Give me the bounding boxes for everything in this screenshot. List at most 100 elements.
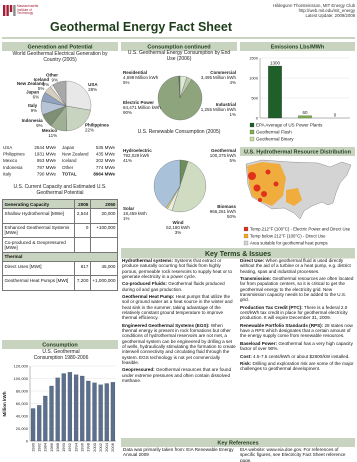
data-label: 0 xyxy=(334,113,337,118)
key-term-text: Geothermal fluids produced during oil an… xyxy=(122,281,225,292)
pie-label-value: 9% xyxy=(36,123,43,128)
table-row: Direct Uses [MWt] 617 45,000 xyxy=(1,261,119,277)
direct-use-region xyxy=(247,162,286,206)
key-term: Baseload Power: Geothermal has a very hi… xyxy=(240,341,355,352)
key-term-text: When geothermal fluid is used directly w… xyxy=(240,258,351,274)
chart-title: U.S. Renewable Consumption (2005) xyxy=(137,129,221,135)
capacity-country: New Zealand xyxy=(62,152,89,157)
page-title: Geothermal Energy Fact Sheet xyxy=(50,20,233,34)
pie-label-value: 792,029 xyxy=(123,153,140,158)
pie-label-value: 22% xyxy=(85,127,94,132)
key-term-name: Transmission: xyxy=(240,276,272,282)
pie-label: Philippines 22% xyxy=(85,122,110,132)
key-term: Cost: 4.5-7.5 cents/kWh or about $2800/k… xyxy=(240,354,355,359)
legend-swatch xyxy=(249,129,255,135)
key-term: Transmission: Geothermal resources are o… xyxy=(240,276,355,302)
table-cell: Enhanced Geothermal Systems [MWe] xyxy=(1,222,76,239)
pie-label: Hydroelectric 792,029kWh 41% xyxy=(123,148,152,163)
key-term-text: Geothermal has a very high capacity fact… xyxy=(240,340,353,352)
pie-label-name: Industrial xyxy=(216,102,236,107)
bar xyxy=(73,374,79,442)
section-header-bar xyxy=(2,340,118,349)
logo-bar xyxy=(6,5,9,16)
bar xyxy=(298,115,312,119)
y-tick-label: 120,000 xyxy=(14,363,29,368)
bar xyxy=(92,382,97,442)
capacity-country: Other xyxy=(62,165,74,170)
section-header: U.S. Hydrothermal Resource Distribution xyxy=(244,149,352,155)
section-header-bar xyxy=(240,147,355,156)
table-row: Co-produced & Geopressured [MWe] xyxy=(1,237,119,253)
bar xyxy=(49,385,54,442)
key-term-name: Risk: xyxy=(240,361,252,367)
y-tick-label: 20,000 xyxy=(16,426,29,431)
capacity-country: Japan xyxy=(62,145,75,150)
table-header: 2050 xyxy=(89,198,119,210)
pie-label: Japan 6% xyxy=(26,90,39,100)
pie-label-name: Geothermal xyxy=(211,148,236,153)
legend-label: Area suitable for geothermal heat pumps xyxy=(250,240,328,245)
legend-swatch xyxy=(243,240,249,246)
pie-label: Electric Power 84,471Million kWh 90% xyxy=(123,100,161,115)
pie-label-value: kWh xyxy=(181,225,190,230)
table-cell: Direct Uses [MWt] xyxy=(1,261,76,277)
capacity-country: Indonesia xyxy=(3,165,23,170)
capacity-value: 774 MWe xyxy=(96,165,116,170)
pie-label-value: 3% xyxy=(175,230,182,235)
data-label: 1300 xyxy=(270,61,281,66)
pie-slice xyxy=(52,80,67,107)
x-tick-label: 1996 xyxy=(80,442,85,452)
capacity-country: TOTAL xyxy=(62,171,77,176)
section-header: Emissions Lbs/MWh xyxy=(271,44,325,50)
bar xyxy=(86,380,91,442)
key-term-name: Engineered Geothermal Systems (EGS): xyxy=(122,322,210,328)
bar xyxy=(37,405,42,442)
electric-region xyxy=(253,184,261,192)
x-tick-label: 2002 xyxy=(98,442,103,452)
pie-label-value: kWh xyxy=(227,153,236,158)
y-tick-label: 0 xyxy=(26,438,29,443)
table-cell: Co-produced & Geopressured [MWe] xyxy=(1,237,76,253)
key-term: Geopressured: Geothermal resources that … xyxy=(122,367,237,383)
key-term-name: Geopressured: xyxy=(122,367,155,373)
electric-region xyxy=(248,172,256,180)
pie-slice xyxy=(65,105,91,132)
capacity-value: 953 MWe xyxy=(37,158,57,163)
pie-label-name: Italy xyxy=(28,103,38,108)
key-term-text: 4.5-7.5 cents/kWh or about $2800/kW inst… xyxy=(253,353,350,359)
pie-label-name: New Zealand xyxy=(17,81,45,86)
table-cell: +1,000,000 xyxy=(89,275,119,291)
pie-label-value: 6% xyxy=(33,95,40,100)
key-term-name: Geothermal Heat Pump: xyxy=(122,294,175,300)
bar xyxy=(268,65,282,119)
pie-label-name: Iceland xyxy=(34,77,50,82)
key-term-name: Direct Use: xyxy=(240,258,265,263)
pie-label-value: 50% xyxy=(227,214,236,219)
pie-label: Industrial 1,255Million kWh 1% xyxy=(201,102,237,117)
y-tick-label: 40,000 xyxy=(16,413,29,418)
pie-label: Italy 9% xyxy=(28,103,38,113)
y-tick-label: 500 xyxy=(251,95,258,100)
pie-label-name: Commercial xyxy=(210,70,236,75)
bar xyxy=(80,375,85,442)
capacity-value: 1931 MWe xyxy=(34,152,56,157)
pie-label: Solar 18,459kWh 1% xyxy=(123,206,147,221)
legend-swatch xyxy=(243,226,249,232)
pie-label-value: 9% xyxy=(51,78,58,83)
table-cell: 20,000 xyxy=(89,208,119,224)
section-header: Key Terms & Issues xyxy=(205,251,271,258)
chart-title: World Geothermal Electrical Generation b… xyxy=(12,51,108,63)
table-cell: +100,000 xyxy=(89,222,119,239)
data-label: 60 xyxy=(302,110,308,115)
capacity-value: 797 MWe xyxy=(37,165,57,170)
table-cell: 0 xyxy=(74,222,91,239)
capacity-country: Italy xyxy=(3,171,12,176)
legend-label: Temp below 212°F (100°C) - Direct Use xyxy=(250,233,326,238)
pie-label-name: Wind xyxy=(173,220,184,225)
capacity-country: USA xyxy=(3,145,12,150)
update: Latest Update: 2009/2008 xyxy=(305,13,355,18)
pie-label-value: 90% xyxy=(123,110,132,115)
pie-label-value: kWh xyxy=(140,153,149,158)
bar xyxy=(30,408,36,442)
pie-label: USA 28% xyxy=(88,82,98,92)
